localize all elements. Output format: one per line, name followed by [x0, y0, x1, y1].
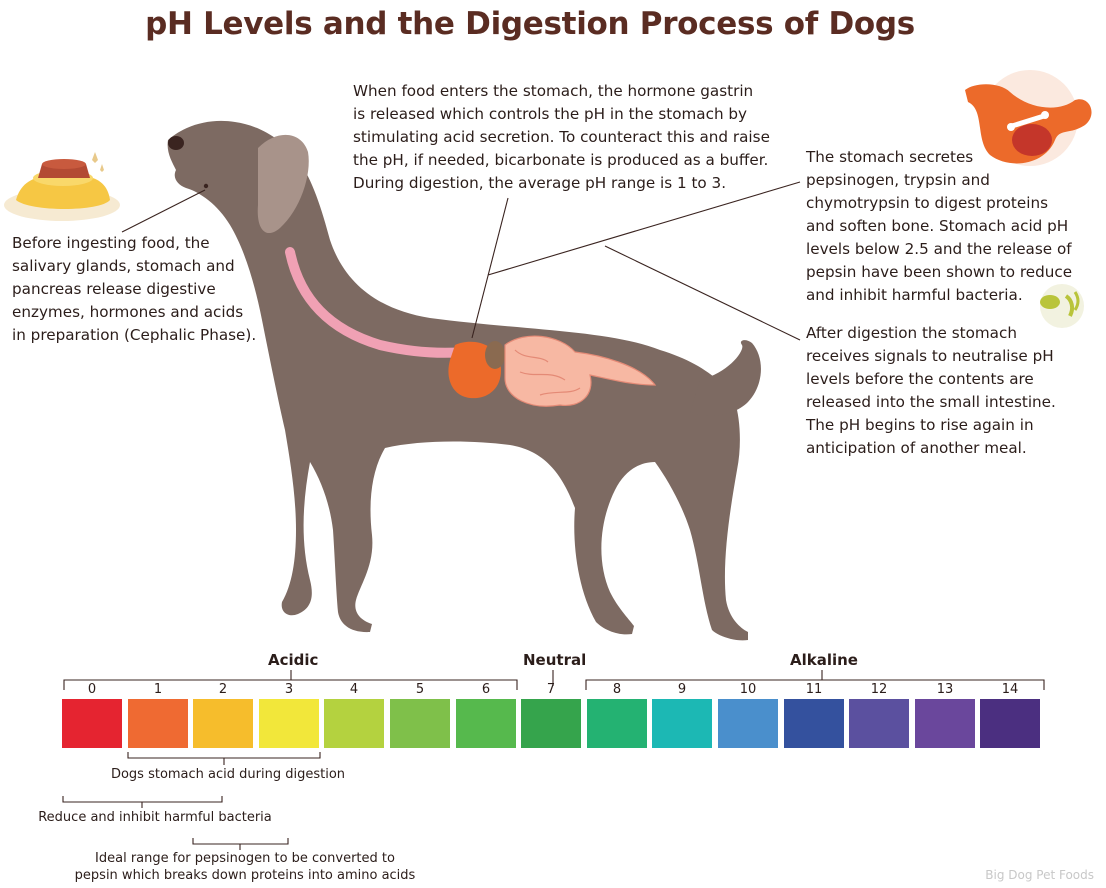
ph-swatch-3: [259, 699, 319, 748]
ph-tick-label: 5: [415, 682, 425, 697]
liver: [485, 341, 505, 369]
neutral-label: Neutral: [523, 651, 587, 669]
ph-swatch-10: [718, 699, 778, 748]
stomach-secretes-paragraph: The stomach secretes pepsinogen, trypsin…: [806, 148, 1073, 304]
pepsin-range-note: Ideal range for pepsinogen to be convert…: [60, 850, 430, 884]
ph-tick-label: 13: [936, 682, 954, 697]
ph-tick-label: 2: [218, 682, 228, 697]
ph-tick-label: 0: [87, 682, 97, 697]
ph-tick-label: 3: [284, 682, 294, 697]
digestion-range-note: Dogs stomach acid during digestion: [110, 767, 346, 782]
cephalic-phase-paragraph: Before ingesting food, the salivary glan…: [12, 234, 257, 344]
pepsin-note-line-1: Ideal range for pepsinogen to be convert…: [95, 851, 395, 866]
ph-tick-label: 10: [739, 682, 757, 697]
bacteria-range-note: Reduce and inhibit harmful bacteria: [38, 810, 272, 825]
ph-swatch-8: [587, 699, 647, 748]
ph-swatch-2: [193, 699, 253, 748]
ph-swatch-9: [652, 699, 712, 748]
scale-brackets: [62, 670, 1045, 850]
pepsin-note-line-2: pepsin which breaks down proteins into a…: [74, 868, 416, 883]
gastrin-paragraph: When food enters the stomach, the hormon…: [353, 82, 770, 192]
dog-nose: [168, 136, 184, 150]
ph-tick-label: 11: [805, 682, 823, 697]
ph-tick-label: 14: [1001, 682, 1019, 697]
ph-tick-label: 9: [677, 682, 687, 697]
bacteria-icon: [1040, 284, 1084, 328]
ph-tick-label: 8: [612, 682, 622, 697]
brand-watermark: Big Dog Pet Foods: [985, 868, 1094, 882]
ph-swatch-13: [915, 699, 975, 748]
ph-swatch-4: [324, 699, 384, 748]
ph-tick-label: 1: [153, 682, 163, 697]
acidic-label: Acidic: [268, 651, 319, 669]
ph-tick-label: 4: [349, 682, 359, 697]
food-bowl-icon: [4, 152, 120, 221]
page-title: pH Levels and the Digestion Process of D…: [145, 6, 915, 42]
ph-swatch-12: [849, 699, 909, 748]
dog-mouth-dot: [203, 183, 209, 189]
ph-tick-label: 7: [546, 682, 556, 697]
ph-swatch-5: [390, 699, 450, 748]
intestines: [504, 335, 657, 407]
ph-swatch-1: [128, 699, 188, 748]
ph-tick-label: 12: [870, 682, 888, 697]
ph-swatch-7: [521, 699, 581, 748]
after-digestion-paragraph: After digestion the stomach receives sig…: [806, 324, 1056, 457]
ph-tick-label: 6: [481, 682, 491, 697]
stomach-icon: [965, 70, 1092, 166]
ph-swatch-11: [784, 699, 844, 748]
ph-swatch-0: [62, 699, 122, 748]
esophagus: [285, 247, 470, 358]
leader-lines: [121, 181, 801, 341]
ph-swatch-6: [456, 699, 516, 748]
ph-swatch-14: [980, 699, 1040, 748]
alkaline-label: Alkaline: [790, 651, 858, 669]
dog-ear: [257, 134, 309, 234]
